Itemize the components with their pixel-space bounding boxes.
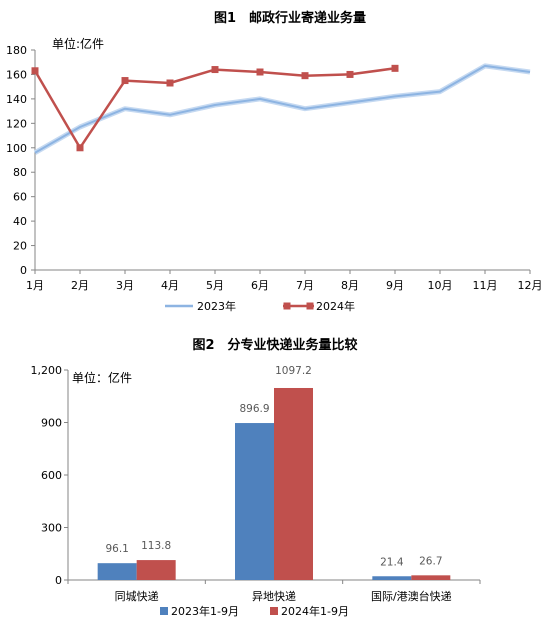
- y-tick-label: 0: [20, 264, 27, 277]
- legend-swatch: [270, 607, 278, 615]
- data-point: [346, 70, 354, 78]
- y-tick-label: 80: [13, 166, 27, 179]
- x-tick-label: 同城快递: [115, 589, 159, 603]
- data-label: 1097.2: [275, 365, 312, 377]
- series-group: [31, 63, 531, 155]
- y-tick-label: 0: [55, 574, 62, 587]
- x-tick-label: 11月: [473, 279, 498, 292]
- x-tick-label: 10月: [428, 279, 453, 292]
- series-line: [34, 64, 531, 154]
- legend-label: 2024年1-9月: [281, 604, 349, 618]
- data-point: [166, 79, 174, 87]
- x-tick-label: 5月: [206, 279, 224, 292]
- y-tick-label: 180: [6, 44, 27, 57]
- legend: 2023年1-9月 2024年1-9月: [160, 604, 349, 618]
- y-tick-label: 1,200: [31, 364, 63, 377]
- bar: [274, 387, 313, 580]
- y-tick-label: 600: [41, 469, 62, 482]
- y-tick-label: 40: [13, 215, 27, 228]
- data-point: [391, 64, 399, 72]
- x-tick-label: 12月: [518, 279, 543, 292]
- unit-label: 单位:亿件: [52, 36, 104, 51]
- x-tick-label: 8月: [341, 279, 359, 292]
- bar: [235, 423, 274, 580]
- x-tick-label: 9月: [386, 279, 404, 292]
- x-tick-label: 7月: [296, 279, 314, 292]
- x-tick-label: 2月: [71, 279, 89, 292]
- x-tick-label: 1月: [26, 279, 44, 292]
- data-label: 96.1: [105, 543, 128, 555]
- chart-title: 图1 邮政行业寄递业务量: [214, 10, 366, 26]
- data-point: [301, 72, 309, 80]
- legend-swatch: [160, 607, 168, 615]
- data-label: 26.7: [419, 555, 442, 567]
- x-tick-label: 异地快递: [252, 589, 296, 603]
- legend-label: 2023年1-9月: [171, 604, 239, 618]
- line-chart: 图1 邮政行业寄递业务量 单位:亿件 0 20 40 60 80 100 120 140 160…: [6, 10, 543, 313]
- legend-marker: [306, 302, 314, 310]
- legend: 2023年 2024年: [165, 299, 355, 313]
- bar: [97, 563, 137, 580]
- x-tick-label: 6月: [251, 279, 269, 292]
- figure-1: 图1 邮政行业寄递业务量 单位:亿件 0 20 40 60 80 100 120 140 160…: [6, 10, 543, 313]
- y-tick-label: 20: [13, 240, 27, 253]
- data-point: [76, 144, 84, 152]
- y-tick-label: 120: [6, 117, 27, 130]
- y-tick-label: 300: [41, 522, 62, 535]
- bar: [372, 576, 412, 580]
- legend-label: 2023年: [197, 299, 236, 313]
- x-tick-label: 4月: [161, 279, 179, 292]
- axes: 0 20 40 60 80 100 120 140 160 180 1月 2月 3月 4月 5月 6月 7月 8月…: [6, 44, 543, 292]
- bars-group: 96.1 113.8 896.9 1097.2 21.4 26.7: [97, 365, 451, 580]
- data-point: [211, 66, 219, 74]
- y-tick-label: 900: [41, 417, 62, 430]
- data-point: [121, 77, 129, 85]
- bar-chart: 图2 分专业快递业务量比较 单位：亿件 0 300 600 900 1,200 同城快递 异…: [31, 337, 481, 618]
- data-point: [31, 67, 39, 75]
- legend-marker: [283, 302, 291, 310]
- data-label: 896.9: [239, 403, 269, 415]
- data-label: 113.8: [141, 540, 171, 552]
- unit-label: 单位：亿件: [72, 370, 132, 385]
- data-label: 21.4: [380, 556, 404, 568]
- y-tick-label: 60: [13, 191, 27, 204]
- y-tick-label: 160: [6, 68, 27, 81]
- series-line-glow: [33, 63, 531, 155]
- figure-2: 图2 分专业快递业务量比较 单位：亿件 0 300 600 900 1,200 同城快递 异…: [0, 330, 560, 631]
- series-line: [33, 67, 396, 150]
- bar: [411, 575, 451, 580]
- x-tick-label: 国际/港澳台快递: [371, 589, 452, 603]
- y-tick-label: 140: [6, 93, 27, 106]
- data-point: [256, 68, 264, 76]
- x-tick-label: 3月: [116, 279, 134, 292]
- legend-label: 2024年: [316, 299, 355, 313]
- chart-title: 图2 分专业快递业务量比较: [192, 337, 357, 353]
- y-tick-label: 100: [6, 142, 27, 155]
- bar: [136, 560, 176, 580]
